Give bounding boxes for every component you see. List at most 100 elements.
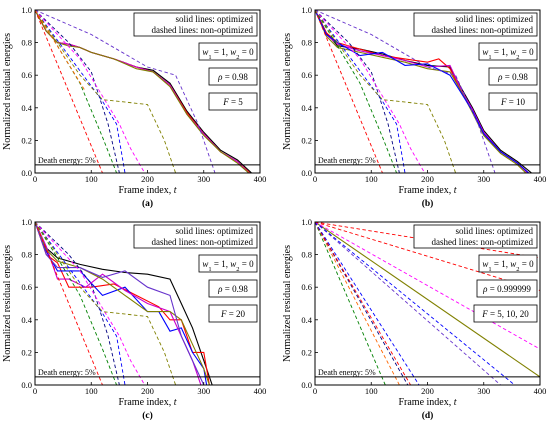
series-group	[315, 10, 532, 173]
y-tick-label: 0.0	[21, 380, 32, 390]
parameter-box	[476, 279, 538, 298]
parameter-text: ρ = 0.98	[217, 72, 248, 82]
x-tick-label: 100	[85, 386, 98, 396]
non-optimized-series-line	[315, 222, 400, 385]
optimized-series-line	[35, 222, 210, 385]
x-tick-label: 200	[141, 386, 154, 396]
y-axis-label: Normalized residual energies	[282, 33, 293, 150]
panel-label: (b)	[422, 198, 434, 209]
legend-box	[413, 224, 538, 249]
y-tick-label: 0.8	[301, 38, 312, 48]
y-tick-label: 0.4	[21, 103, 32, 113]
x-tick-label: 200	[421, 386, 434, 396]
legend-solid-text: solid lines: optimized	[456, 226, 534, 236]
death-energy-label: Death energy: 5%	[38, 156, 96, 165]
panel-label: (c)	[142, 410, 153, 421]
parameter-text: w1 = 1, w2 = 0	[202, 259, 254, 273]
optimized-series-line	[35, 222, 205, 385]
non-optimized-series-line	[315, 10, 406, 173]
parameter-box	[488, 92, 538, 111]
y-tick-label: 0.2	[301, 135, 312, 145]
parameter-text: F = 5, 10, 20	[481, 309, 529, 319]
y-tick-label: 1.0	[21, 5, 32, 15]
non-optimized-series-line	[315, 10, 496, 173]
x-tick-label: 100	[85, 174, 98, 184]
non-optimized-series-line	[35, 222, 120, 385]
parameter-text: w1 = 1, w2 = 0	[482, 259, 534, 273]
legend-solid-text: solid lines: optimized	[456, 14, 534, 24]
y-axis-label: Normalized residual energies	[2, 245, 13, 362]
chart-panel: Death energy: 5%0 100 200 300 400 0.0 0.2 0.4 0.…	[2, 217, 266, 421]
chart-panel: Death energy: 5%0 100 200 300 400 0.0 0.2 0.4 0.…	[282, 5, 546, 209]
legend-solid-text: solid lines: optimized	[176, 226, 254, 236]
death-energy-label: Death energy: 5%	[318, 368, 376, 377]
non-optimized-series-line	[35, 10, 118, 173]
series-group	[35, 10, 252, 173]
non-optimized-series-line	[315, 10, 398, 173]
x-tick-label: 300	[477, 174, 490, 184]
chart-panel: Death energy: 5%0 100 200 300 400 0.0 0.2 0.4 0.…	[282, 217, 546, 421]
y-tick-label: 0.8	[21, 250, 32, 260]
legend-dashed-text: dashed lines: non-optimized	[432, 237, 534, 247]
x-tick-label: 0	[313, 174, 317, 184]
non-optimized-series-line	[315, 222, 501, 385]
legend-box	[133, 12, 258, 37]
non-optimized-series-line	[35, 10, 177, 173]
x-tick-label: 100	[365, 386, 378, 396]
non-optimized-series-line	[35, 222, 103, 385]
parameter-text: F = 20	[220, 309, 246, 319]
y-tick-label: 0.8	[301, 250, 312, 260]
x-tick-label: 200	[141, 174, 154, 184]
y-tick-label: 1.0	[301, 5, 312, 15]
optimized-series-line	[315, 222, 540, 378]
parameter-text: ρ = 0.98	[217, 284, 248, 294]
death-energy-label: Death energy: 5%	[38, 368, 96, 377]
x-axis-label: Frame index, t	[398, 185, 456, 196]
y-tick-label: 0.4	[301, 315, 312, 325]
y-tick-label: 0.4	[21, 315, 32, 325]
parameter-text: F = 10	[500, 97, 526, 107]
parameter-box	[488, 67, 538, 86]
non-optimized-series-line	[35, 10, 126, 173]
y-tick-label: 1.0	[21, 217, 32, 227]
non-optimized-series-line	[35, 10, 146, 173]
legend-box	[133, 224, 258, 249]
non-optimized-series-line	[315, 10, 383, 173]
x-tick-label: 0	[33, 174, 37, 184]
panel-label: (d)	[422, 410, 434, 421]
y-tick-label: 0.8	[21, 38, 32, 48]
parameter-box	[478, 254, 538, 273]
x-tick-label: 300	[477, 386, 490, 396]
y-tick-label: 0.6	[301, 70, 312, 80]
non-optimized-series-line	[35, 222, 118, 385]
x-tick-label: 400	[534, 386, 547, 396]
y-tick-label: 0.2	[21, 347, 32, 357]
x-tick-label: 400	[534, 174, 547, 184]
legend-dashed-text: dashed lines: non-optimized	[152, 237, 254, 247]
parameter-box	[473, 304, 538, 323]
parameter-text: ρ = 0.98	[497, 72, 528, 82]
parameter-box	[478, 42, 538, 61]
y-axis-label: Normalized residual energies	[2, 33, 13, 150]
x-tick-label: 400	[254, 386, 267, 396]
chart-panel: Death energy: 5%0 100 200 300 400 0.0 0.2 0.4 0.…	[2, 5, 266, 209]
parameter-box	[208, 92, 258, 111]
parameter-text: w1 = 1, w2 = 0	[482, 47, 534, 61]
non-optimized-series-line	[315, 222, 540, 291]
x-tick-label: 300	[197, 386, 210, 396]
y-tick-label: 0.6	[21, 282, 32, 292]
legend-dashed-text: dashed lines: non-optimized	[432, 25, 534, 35]
parameter-box	[198, 254, 258, 273]
non-optimized-series-line	[315, 10, 457, 173]
non-optimized-series-line	[315, 222, 420, 385]
x-tick-label: 0	[313, 386, 317, 396]
parameter-text: F = 5	[222, 97, 243, 107]
y-tick-label: 0.4	[301, 103, 312, 113]
y-tick-label: 0.0	[21, 168, 32, 178]
parameter-text: w1 = 1, w2 = 0	[202, 47, 254, 61]
y-tick-label: 0.2	[21, 135, 32, 145]
parameter-box	[208, 304, 258, 323]
y-tick-label: 1.0	[301, 217, 312, 227]
parameter-text: ρ = 0.999999	[482, 284, 531, 294]
optimized-series-line	[35, 10, 250, 173]
